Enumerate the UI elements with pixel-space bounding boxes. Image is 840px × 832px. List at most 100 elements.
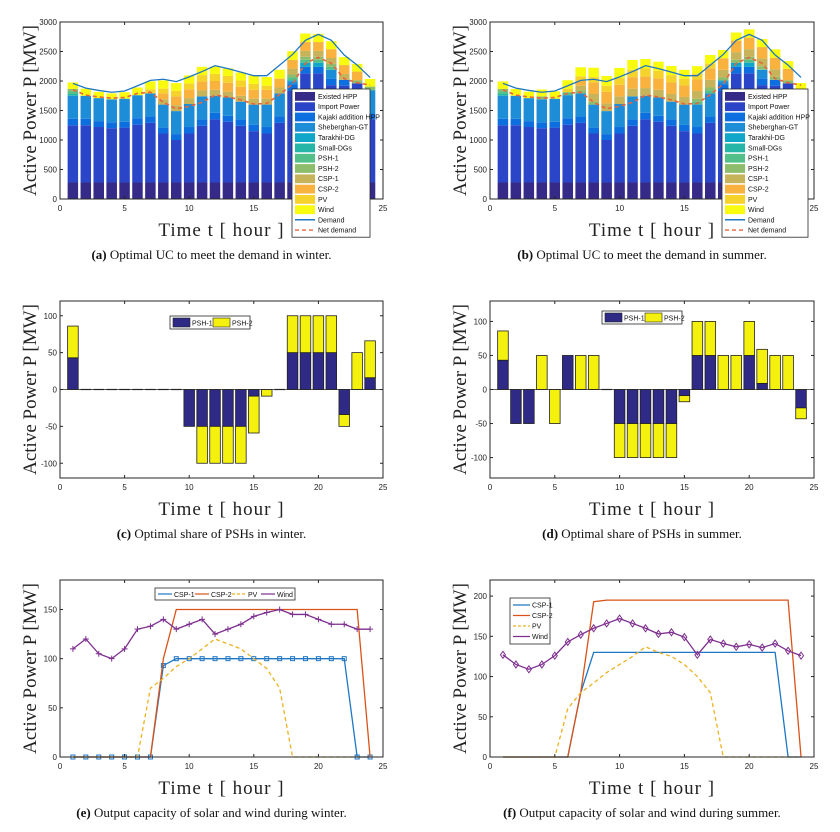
y-tick-label: 200 (474, 592, 488, 601)
bar-segment-kajaki-addition-hpp (222, 115, 234, 122)
bar-segment-csp-2 (248, 89, 260, 99)
bar-segment-sheberghan-gt (562, 95, 574, 119)
legend-swatch (725, 143, 745, 153)
bar-segment-kajaki-addition-hpp (575, 116, 587, 123)
bar-segment-csp-2 (717, 58, 729, 70)
caption-label: (a) (91, 247, 106, 262)
bar-psh-2 (717, 355, 729, 390)
bar-psh-2 (536, 355, 548, 390)
bar-segment-pv (614, 78, 625, 85)
bar-segment-kajaki-addition-hpp (743, 66, 755, 74)
legend-label: Import Power (748, 104, 790, 111)
bar-segment-kajaki-addition-hpp (692, 127, 703, 134)
legend-label: Demand (318, 217, 345, 224)
bar-psh-1 (704, 355, 717, 390)
y-tick-label: 2000 (39, 77, 57, 86)
y-axis-label: Active Power P [MW] (20, 583, 41, 754)
bar-segment-csp-2 (274, 78, 285, 88)
bar-segment-kajaki-addition-hpp (717, 84, 729, 92)
bar-segment-csp-1 (653, 89, 664, 98)
legend-swatch (212, 317, 231, 328)
y-tick-label: 0 (53, 195, 58, 204)
marker-wind (121, 645, 128, 652)
y-tick-label: 150 (44, 606, 58, 615)
bar-psh-2 (782, 355, 794, 390)
bar-segment-kajaki-addition-hpp (627, 119, 638, 126)
bar-segment-csp-1 (679, 96, 690, 105)
bar-segment-csp-2 (705, 68, 716, 80)
bar-segment-wind (536, 89, 548, 97)
bar-segment-pv (261, 85, 273, 90)
bar-segment-wind (692, 66, 703, 74)
bar-segment-sheberghan-gt (235, 101, 247, 120)
y-tick-label: 50 (48, 704, 57, 713)
bar-psh-2 (652, 423, 665, 458)
bar-segment-tarakhil-dg (743, 62, 755, 67)
legend: CSP-1 CSP-2 PV Wind (154, 587, 296, 601)
bar-segment-psh-2 (705, 87, 716, 91)
bar-segment-csp-2 (313, 42, 324, 51)
legend-swatch (725, 153, 745, 163)
bar-segment-import-power (235, 125, 247, 183)
legend-label: PSH-2 (318, 166, 339, 173)
y-tick-label: 100 (474, 317, 488, 326)
legend-label: Sheberghan-GT (748, 125, 799, 132)
legend-swatch (725, 205, 745, 215)
legend-box (721, 88, 809, 238)
legend-label: Existed HPP (318, 94, 358, 101)
bar-segment-wind (158, 80, 169, 89)
bar-segment-wind (119, 92, 130, 99)
bar-psh-1 (286, 352, 299, 390)
legend-label: CSP-2 (748, 187, 769, 194)
chart-panel-c: 0 5 10 15 20 25 -100 -50 0 50 100 Time t [ hour ] Ac… (20, 300, 388, 541)
y-tick-label: 2500 (39, 48, 57, 57)
bar-psh-1 (756, 382, 768, 390)
bar-segment-kajaki-addition-hpp (80, 118, 92, 126)
bar-segment-import-power (562, 124, 574, 183)
x-tick-label: 15 (249, 762, 258, 771)
bar-segment-kajaki-addition-hpp (209, 112, 221, 120)
bar-segment-csp-1 (287, 68, 298, 75)
marker-wind (315, 616, 322, 623)
bar-segment-wind (274, 69, 285, 79)
bar-segment-psh-2 (730, 59, 742, 63)
marker-wind (525, 664, 532, 674)
bar-segment-kajaki-addition-hpp (562, 118, 574, 125)
marker-wind (199, 616, 206, 623)
bar-segment-csp-2 (653, 78, 664, 90)
bar-segment-existed-hpp (274, 182, 285, 199)
bar-segment-kajaki-addition-hpp (170, 134, 182, 140)
legend-swatch (295, 122, 315, 132)
bar-segment-kajaki-addition-hpp (523, 121, 535, 128)
bar-segment-existed-hpp (705, 182, 716, 199)
bar-segment-kajaki-addition-hpp (705, 116, 716, 123)
bar-segment-psh-1 (705, 90, 716, 94)
bar-segment-kajaki-addition-hpp (145, 116, 156, 123)
bar-segment-existed-hpp (158, 182, 169, 199)
bar-psh-1 (510, 389, 522, 424)
legend-swatch (295, 112, 315, 122)
bar-segment-wind (601, 75, 612, 86)
bar-segment-import-power (158, 133, 169, 183)
bar-segment-kajaki-addition-hpp (730, 66, 742, 74)
x-tick-label: 0 (488, 762, 493, 771)
line-net-demand (72, 56, 371, 110)
bar-segment-csp-1 (248, 98, 260, 105)
marker-csp-1 (199, 656, 205, 662)
bar-segment-pv (209, 73, 221, 81)
bar-segment-existed-hpp (536, 182, 548, 199)
marker-wind (134, 626, 141, 633)
marker-wind (681, 632, 688, 642)
bar-segment-pv (145, 89, 156, 94)
bar-segment-kajaki-addition-hpp (640, 112, 651, 120)
bar-segment-csp-1 (209, 89, 221, 96)
x-tick-label: 15 (680, 483, 689, 492)
y-axis-label: Active Power P [MW] (450, 304, 471, 475)
x-tick-label: 25 (379, 483, 388, 492)
caption-text: Output capacity of solar and wind during… (516, 805, 781, 820)
bar-psh-1 (691, 355, 704, 390)
y-tick-label: -100 (471, 454, 488, 463)
axes-box (489, 579, 815, 758)
bar-psh-1 (338, 389, 350, 415)
caption-text: Output capacity of solar and wind during… (91, 805, 347, 820)
